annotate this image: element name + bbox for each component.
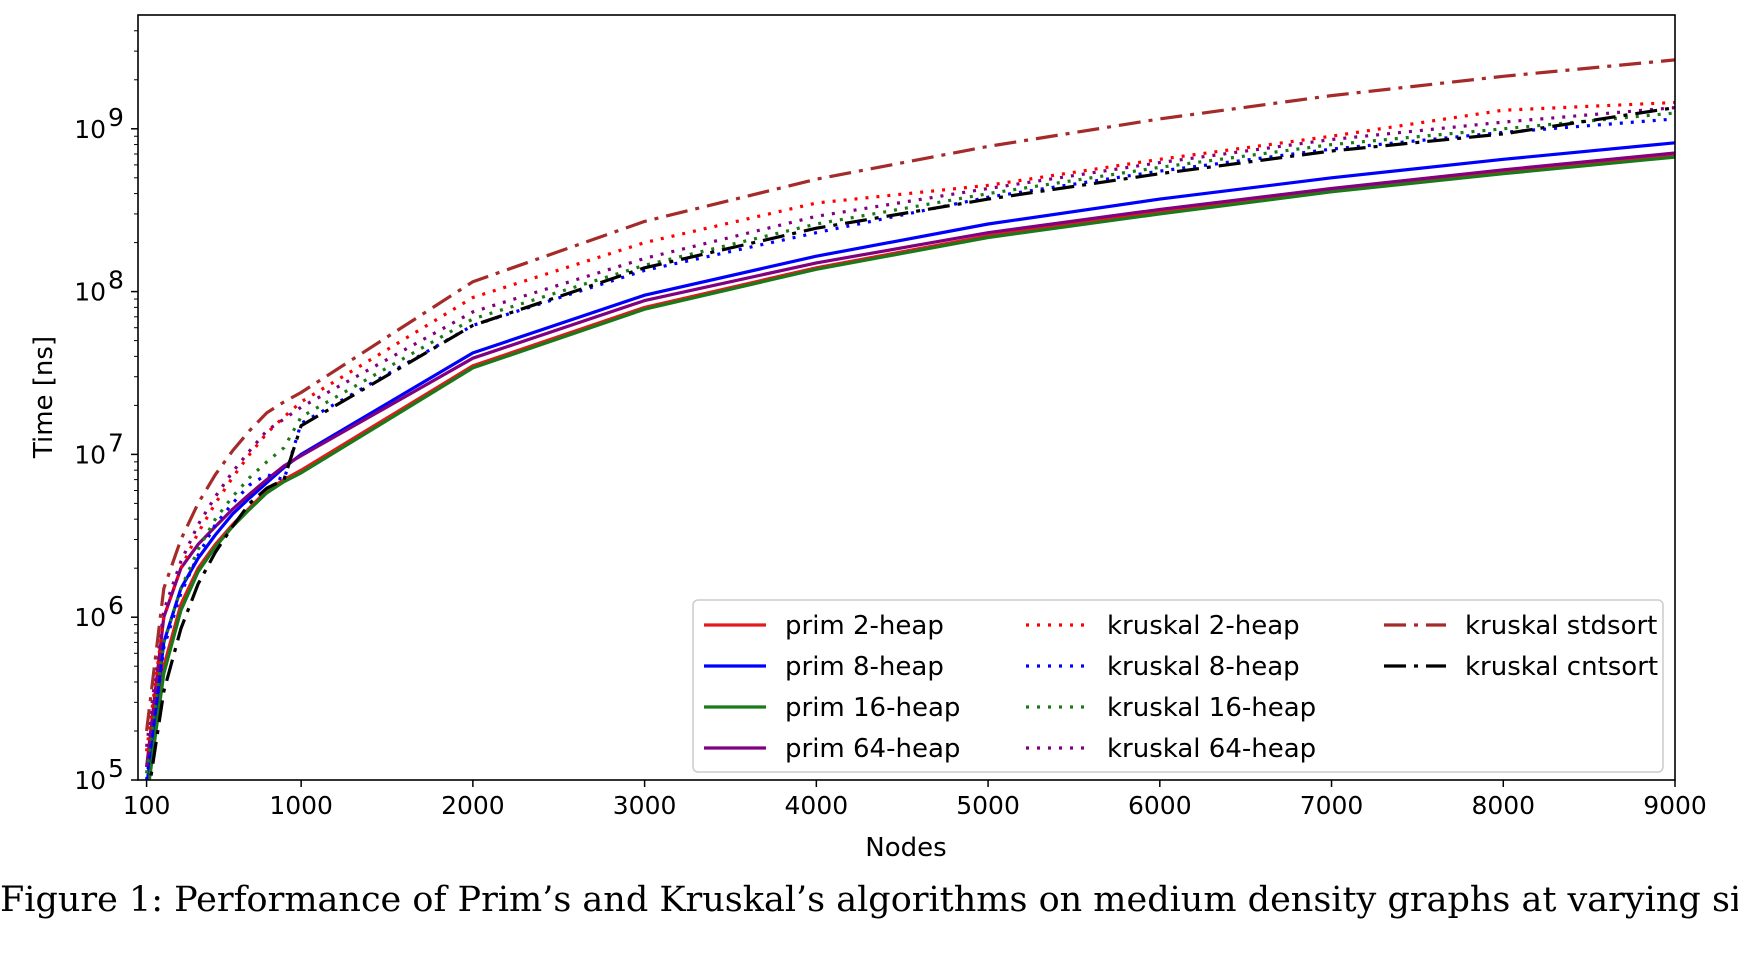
series-line-prim-2-heap xyxy=(147,154,1675,780)
y-tick-label: 10 xyxy=(74,603,106,632)
series-layer xyxy=(145,58,1675,780)
legend-label-kruskal-stdsort: kruskal stdsort xyxy=(1465,611,1657,641)
series-line-prim-64-heap xyxy=(145,151,1675,768)
y-tick-exponent: 8 xyxy=(108,266,124,295)
y-tick-label: 10 xyxy=(74,115,106,144)
series-line-prim-16-heap xyxy=(147,155,1675,780)
x-tick-label: 100 xyxy=(123,791,171,820)
chart: 100 1000 2000 3000 4000 5000 6000 7000 8000 9000 1… xyxy=(29,14,1707,863)
plot-frame xyxy=(137,14,1676,781)
x-tick-label: 7000 xyxy=(1300,791,1364,820)
legend-label-kruskal-16-heap: kruskal 16-heap xyxy=(1107,693,1316,723)
figure-caption: Figure 1: Performance of Prim’s and Krus… xyxy=(0,880,1738,920)
legend: prim 2-heap prim 8-heap prim 16-heap prim 6… xyxy=(692,599,1664,773)
legend-label-kruskal-8-heap: kruskal 8-heap xyxy=(1107,652,1300,682)
series-line-kruskal-cntsort xyxy=(148,106,1675,780)
x-tick-label: 4000 xyxy=(785,791,849,820)
series-line-kruskal-stdsort xyxy=(145,58,1675,732)
legend-label-kruskal-64-heap: kruskal 64-heap xyxy=(1107,734,1316,764)
x-tick-label: 6000 xyxy=(1128,791,1192,820)
legend-box xyxy=(692,599,1664,773)
x-tick-label: 1000 xyxy=(269,791,333,820)
y-axis-label: Time [ns] xyxy=(29,336,59,459)
x-tick-label: 5000 xyxy=(956,791,1020,820)
x-tick-label: 8000 xyxy=(1471,791,1535,820)
legend-label-prim-64-heap: prim 64-heap xyxy=(785,734,960,764)
x-tick-label: 2000 xyxy=(441,791,505,820)
legend-label-prim-8-heap: prim 8-heap xyxy=(785,652,944,682)
axes-layer: 100 1000 2000 3000 4000 5000 6000 7000 8000 9000 1… xyxy=(74,30,1707,820)
legend-label-kruskal-2-heap: kruskal 2-heap xyxy=(1107,611,1300,641)
x-tick-label: 3000 xyxy=(613,791,677,820)
y-tick-label: 10 xyxy=(74,766,106,795)
y-tick-exponent: 9 xyxy=(108,103,124,132)
y-tick-exponent: 7 xyxy=(108,428,124,457)
series-line-kruskal-16-heap xyxy=(145,111,1675,774)
y-tick-exponent: 6 xyxy=(108,591,124,620)
legend-label-prim-16-heap: prim 16-heap xyxy=(785,693,960,723)
x-tick-label: 9000 xyxy=(1643,791,1707,820)
x-axis-label: Nodes xyxy=(865,833,946,863)
legend-label-kruskal-cntsort: kruskal cntsort xyxy=(1465,652,1658,682)
y-tick-label: 10 xyxy=(74,278,106,307)
y-tick-label: 10 xyxy=(74,440,106,469)
legend-label-prim-2-heap: prim 2-heap xyxy=(785,611,944,641)
y-tick-exponent: 5 xyxy=(108,754,124,783)
